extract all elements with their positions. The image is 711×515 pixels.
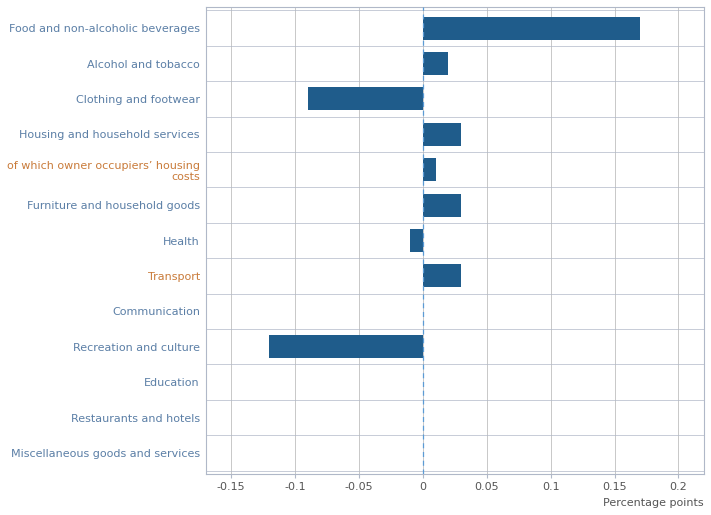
- Bar: [308, 88, 423, 111]
- Bar: [423, 16, 640, 40]
- Bar: [423, 123, 461, 146]
- Bar: [423, 194, 461, 217]
- Bar: [269, 335, 423, 358]
- X-axis label: Percentage points: Percentage points: [604, 498, 704, 508]
- Bar: [423, 264, 461, 287]
- Bar: [423, 52, 449, 75]
- Bar: [423, 158, 436, 181]
- Bar: [410, 229, 423, 252]
